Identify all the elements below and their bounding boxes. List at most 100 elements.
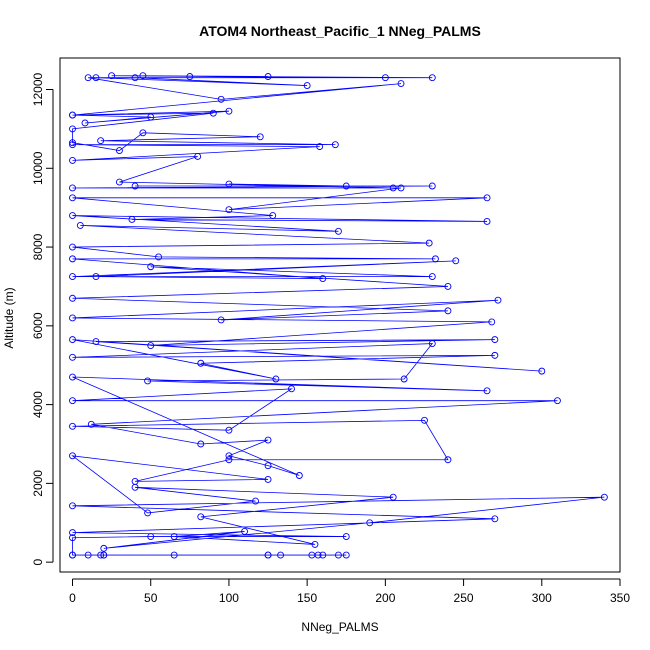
data-point [397,184,405,192]
y-tick-label: 8000 [31,233,45,260]
data-point [272,375,280,383]
data-point [97,551,105,559]
data-point [186,73,194,80]
data-point [252,497,259,505]
data-point [225,452,233,460]
data-point [144,509,152,517]
data-point [131,477,139,485]
data-point [256,133,264,141]
x-tick-label: 100 [219,591,239,605]
data-point [483,218,491,225]
data-point [264,73,272,80]
data-point [76,221,84,229]
data-point [69,373,76,381]
data-point [269,212,277,219]
data-point [389,493,397,501]
data-point [428,340,436,348]
data-point [334,551,342,559]
data-point [381,74,389,82]
data-point [277,551,285,559]
data-point [225,456,233,464]
x-tick-label: 350 [610,591,630,605]
data-point [108,72,116,80]
data-point [87,420,95,428]
y-axis-label: Altitude (m) [2,287,16,348]
data-point [139,72,147,80]
data-point [295,472,303,479]
data-point [331,141,339,149]
y-tick-label: 0 [31,558,45,565]
data-point [264,475,272,483]
data-point [69,184,76,192]
data-point [342,533,350,541]
data-point [264,551,272,559]
data-point [69,294,76,302]
data-point [69,125,76,133]
x-tick-label: 200 [375,591,395,605]
data-point [92,273,100,281]
data-point [69,502,76,510]
data-point [400,375,408,383]
data-point [100,551,108,559]
data-point [69,255,76,263]
x-tick-label: 0 [69,591,76,605]
data-point [428,182,436,190]
data-point [342,551,350,559]
data-point [69,452,76,460]
data-point [600,493,608,501]
data-point [100,544,108,552]
data-point [92,338,100,346]
data-point [147,113,155,121]
data-point [155,253,162,261]
data-point [147,533,155,541]
data-point [241,527,249,535]
data-point [319,551,327,559]
data-point [553,397,561,405]
data-point [491,351,499,359]
data-point [170,533,178,541]
data-point [92,74,100,82]
data-point [225,107,233,115]
data-point [483,387,491,395]
data-point [334,227,342,235]
data-point [69,551,76,559]
data-point [538,367,546,375]
data-point [217,95,225,103]
x-tick-label: 50 [144,591,158,605]
data-point [264,462,272,470]
data-point [428,273,436,281]
y-tick-label: 12000 [31,73,45,107]
data-point [389,184,397,192]
data-point [81,119,89,127]
data-point [425,239,433,247]
data-point [115,147,123,155]
x-axis: 0 50 100 150 200 250 300 350 [69,578,630,605]
data-point [311,540,319,548]
data-point [115,178,123,186]
data-point [197,440,205,448]
data-point [225,206,233,214]
y-tick-label: 4000 [31,391,45,418]
y-tick-label: 6000 [31,312,45,339]
data-point [147,263,155,271]
data-point [69,111,76,119]
x-tick-label: 300 [532,591,552,605]
data-point [144,377,152,385]
data-point [69,156,76,164]
data-point [128,216,136,223]
data-point [197,359,205,367]
data-point [421,416,428,424]
data-point [225,426,233,434]
data-point [69,422,76,430]
chart-title: ATOM4 Northeast_Pacific_1 NNeg_PALMS [199,23,481,39]
y-tick-label: 2000 [31,470,45,497]
data-point [69,141,76,149]
data-point [483,194,491,202]
data-point [69,353,76,361]
data-point [69,397,76,405]
y-axis: 0 2000 4000 6000 8000 10000 12000 [31,73,54,565]
data-point [303,82,311,90]
data-point [494,296,502,304]
